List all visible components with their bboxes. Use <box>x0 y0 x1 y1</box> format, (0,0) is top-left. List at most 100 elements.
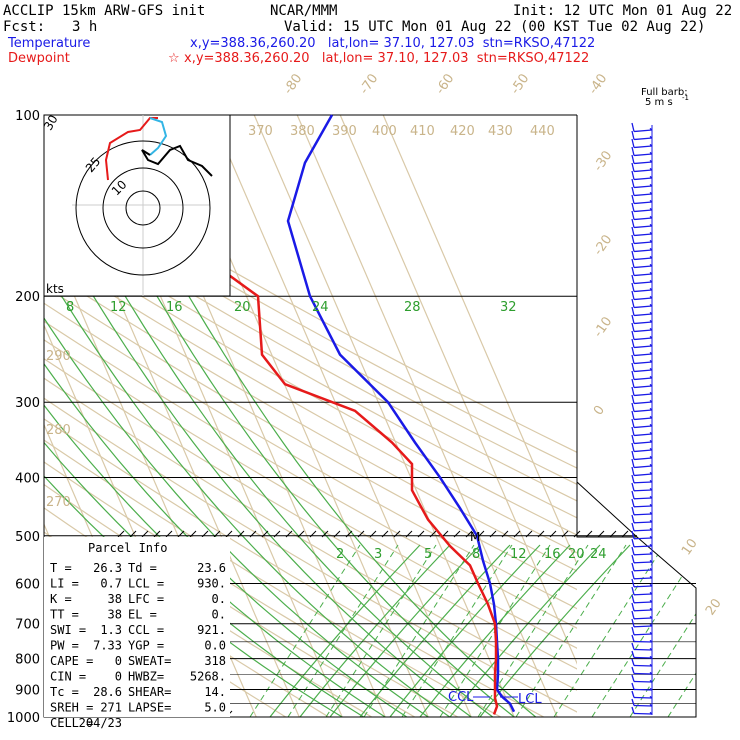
isotherm-line <box>253 115 515 717</box>
moist-adiabat-lower <box>419 544 571 717</box>
barb-legend: Full barb: 5 m s -1 <box>641 87 689 108</box>
hodograph-trace-mid <box>149 117 168 156</box>
wind-barb <box>631 242 653 253</box>
wind-barb <box>631 338 653 349</box>
dry-adiabat <box>44 320 577 629</box>
pressure-tick-label: 200 <box>15 290 40 305</box>
header: ACCLIP 15km ARW-GFS init NCAR/MMM Init: … <box>3 3 732 66</box>
ccl-label: CCL <box>448 690 474 705</box>
wind-barb <box>631 250 653 261</box>
parcel-info-cell: 921. <box>197 623 226 637</box>
temperature-profile <box>286 114 516 713</box>
isotherm-line <box>210 115 472 717</box>
theta-tick-label: 440 <box>530 124 555 139</box>
wind-barb <box>631 138 653 149</box>
wind-barb <box>631 506 653 516</box>
wind-barb <box>631 202 653 213</box>
wind-barb <box>631 570 653 580</box>
mixing-ratio-label-lower: 20 <box>568 547 585 562</box>
dry-adiabat <box>44 203 577 502</box>
wind-barb <box>631 466 653 477</box>
wind-barb <box>631 450 653 461</box>
pressure-tick-label: 100 <box>15 109 40 124</box>
mixing-ratio-label-lower: 3 <box>374 547 382 562</box>
theta-tick-label: 390 <box>332 124 357 139</box>
isotherm-tick-label: 20 <box>703 596 725 618</box>
mixing-ratio-line <box>553 544 665 717</box>
wind-barb <box>631 402 653 413</box>
wind-barb <box>631 346 653 357</box>
isotherm-tick-label: -40 <box>586 71 610 97</box>
wind-barb <box>631 394 653 405</box>
moist-adiabat-lower <box>329 544 481 717</box>
parcel-info-cell: CELL = <box>50 716 93 730</box>
wind-barb <box>631 306 653 317</box>
mixing-ratio-label-upper: 32 <box>500 300 517 315</box>
isotherm-tick-label: -80 <box>281 71 305 97</box>
parcel-info-cell: SREH = <box>50 701 93 715</box>
wind-barb <box>631 546 653 556</box>
wind-barb <box>631 554 653 564</box>
hodograph-trace-upper <box>141 144 213 177</box>
parcel-info-cell: LFC = <box>128 592 164 606</box>
theta-tick-label: 370 <box>248 124 273 139</box>
star-icon: ☆ <box>168 51 180 66</box>
wind-barb <box>631 562 653 572</box>
temperature-legend: Temperature <box>7 36 90 51</box>
parcel-info-cell: 38 <box>108 608 122 622</box>
wind-barb <box>631 610 653 620</box>
pressure-tick-label: 800 <box>15 653 40 668</box>
parcel-info-cell: 0. <box>212 608 226 622</box>
wind-barb <box>631 426 653 437</box>
parcel-info-cell: CCL = <box>128 623 164 637</box>
moist-adiabat-lower <box>299 544 451 717</box>
parcel-info-cell: 318 <box>204 654 226 668</box>
dewpoint-legend: Dewpoint <box>8 51 70 66</box>
isotherm-tick-label: -60 <box>433 71 457 97</box>
wind-barb <box>631 354 653 365</box>
parcel-info-cell: HWBZ= <box>128 670 164 684</box>
mixing-ratio-label-lower: 5 <box>424 547 432 562</box>
isotherm-tick-label: 0 <box>591 403 608 418</box>
isotherm-tick-label: -10 <box>591 314 615 340</box>
mixing-ratio-line <box>401 544 513 717</box>
fcst-label: Fcst: <box>3 19 45 35</box>
hodograph-inset: 30 25 10 kts <box>41 112 231 297</box>
dewpoint-profile <box>180 114 499 715</box>
wind-barb <box>631 210 653 221</box>
theta-tick-label: 380 <box>290 124 315 139</box>
wind-barb <box>631 178 653 189</box>
moist-adiabat-lower <box>359 544 511 717</box>
parcel-info-cell: 28.6 <box>93 685 122 699</box>
mixing-ratio-line <box>325 544 437 717</box>
wind-barb <box>631 290 653 301</box>
parcel-info-cell: 38 <box>108 592 122 606</box>
mixing-ratio-label-lower: 16 <box>544 547 561 562</box>
wind-barb <box>631 514 653 524</box>
mixing-ratio-line <box>249 544 361 717</box>
parcel-info-cell: PW = <box>50 639 79 653</box>
parcel-info-cell: 204/23 <box>79 716 122 730</box>
parcel-info-cell: T = <box>50 561 72 575</box>
parcel-info-panel: Parcel Info T = 26.3 Td = 23.6 LI = 0.7 LCL = 9… <box>44 537 230 730</box>
parcel-info-cell: 271 <box>100 701 122 715</box>
wind-barb <box>631 218 653 229</box>
org-name: NCAR/MMM <box>270 3 337 19</box>
valid-time: Valid: 15 UTC Mon 01 Aug 22 (00 KST Tue … <box>284 19 705 35</box>
wind-barb <box>631 618 653 628</box>
pressure-tick-label: 1000 <box>7 711 40 726</box>
mixing-ratio-label-upper: 16 <box>166 300 183 315</box>
mixing-ratio-label-upper: 28 <box>404 300 421 315</box>
mixing-ratio-label-upper: 8 <box>66 300 74 315</box>
wind-barb <box>631 690 653 699</box>
parcel-info-cell: Tc = <box>50 685 79 699</box>
wind-barb <box>631 298 653 309</box>
wind-barb <box>631 266 653 277</box>
wind-barb <box>631 642 653 651</box>
parcel-info-cell: 0 <box>115 654 122 668</box>
parcel-info-cell: YGP = <box>128 639 164 653</box>
wind-barb <box>631 226 653 237</box>
parcel-info-cell: 0.0 <box>204 639 226 653</box>
isotherm-tick-label: 10 <box>679 536 701 558</box>
